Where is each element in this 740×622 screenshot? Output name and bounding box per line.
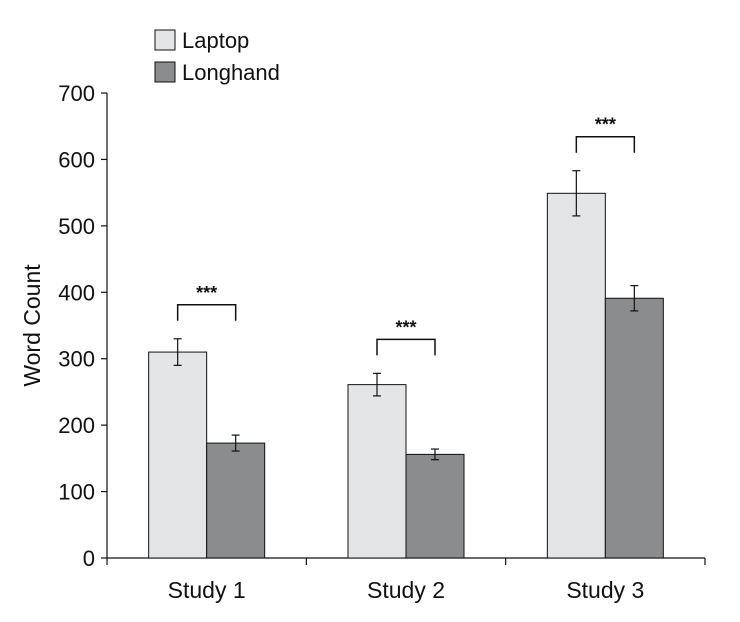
y-tick-label: 100: [58, 480, 95, 505]
legend-swatch-laptop: [154, 29, 176, 51]
legend: Laptop Longhand: [154, 28, 280, 85]
bar-laptop-3: [546, 192, 606, 559]
bar-laptop-1: [148, 351, 208, 559]
y-tick-label: 200: [58, 413, 95, 438]
y-tick-label: 600: [58, 147, 95, 172]
significance-label: ***: [395, 317, 416, 337]
y-tick-label: 500: [58, 214, 95, 239]
y-axis-title: Word Count: [19, 264, 45, 387]
bar-laptop-2: [347, 384, 407, 559]
significance-bracket: [575, 135, 636, 153]
legend-label-longhand: Longhand: [182, 60, 280, 85]
plot-area: 0 100 200 300 400 500 600 700 Study 1 *** Study 2 *…: [58, 81, 706, 603]
legend-swatch-longhand: [154, 61, 176, 83]
bar-longhand-3: [604, 297, 664, 559]
x-category-label: Study 1: [168, 577, 246, 603]
x-category-label: Study 2: [367, 577, 445, 603]
bar-longhand-2: [405, 453, 465, 559]
x-category-label: Study 3: [566, 577, 644, 603]
significance-label: ***: [595, 115, 616, 135]
bar-longhand-1: [206, 442, 266, 559]
significance-bracket: [376, 338, 436, 356]
y-tick-label: 0: [83, 546, 95, 571]
y-tick-label: 700: [58, 81, 95, 106]
y-tick-label: 300: [58, 347, 95, 372]
significance-label: ***: [196, 283, 217, 303]
y-tick-label: 400: [58, 280, 95, 305]
significance-bracket: [176, 304, 237, 321]
legend-label-laptop: Laptop: [182, 28, 249, 53]
